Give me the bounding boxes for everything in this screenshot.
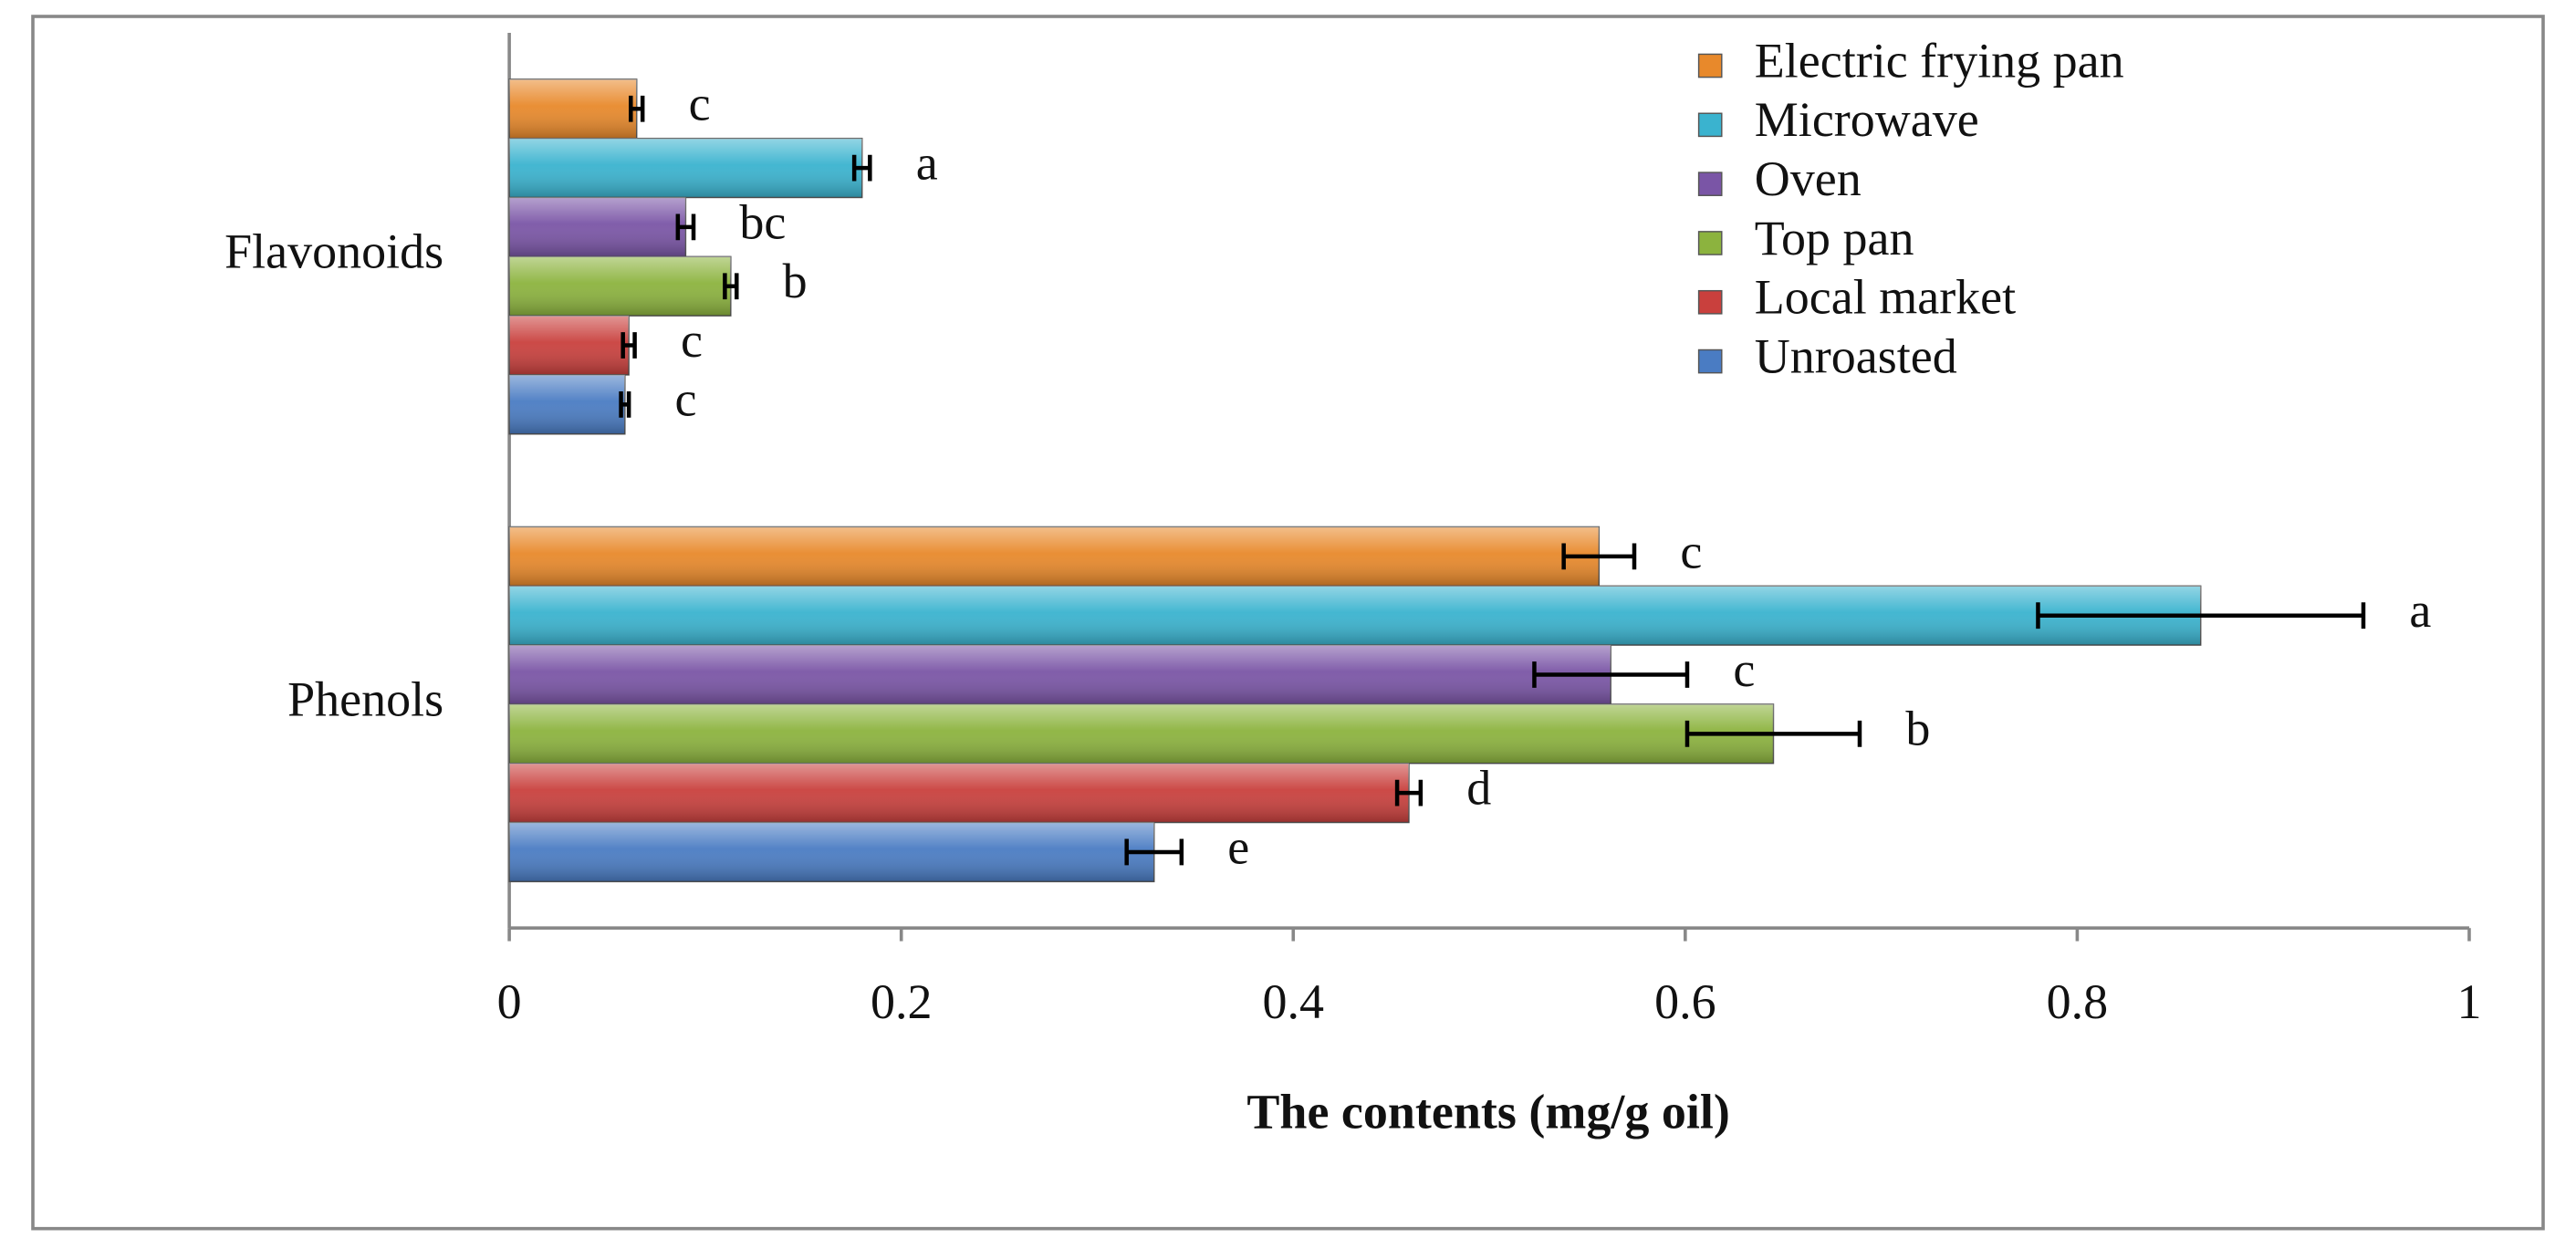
bar-gloss bbox=[509, 374, 625, 434]
x-tick-label: 0.8 bbox=[2047, 974, 2109, 1029]
error-bar bbox=[621, 332, 637, 359]
error-bar bbox=[851, 154, 872, 182]
x-tick-label: 1 bbox=[2456, 974, 2481, 1029]
error-bar bbox=[1684, 720, 1862, 747]
bar-gloss bbox=[509, 586, 2201, 646]
legend-label: Microwave bbox=[1755, 92, 1979, 147]
legend-label: Top pan bbox=[1755, 211, 1914, 265]
significance-label: c bbox=[1733, 642, 1755, 697]
error-bar bbox=[1124, 838, 1184, 866]
legend-swatch bbox=[1697, 231, 1723, 255]
legend-label: Electric frying pan bbox=[1755, 33, 2124, 88]
significance-label: c bbox=[1680, 524, 1702, 578]
bar-gloss bbox=[509, 645, 1611, 704]
error-bar bbox=[1561, 543, 1637, 570]
error-bar bbox=[629, 95, 645, 122]
legend-label: Local market bbox=[1755, 270, 2016, 325]
error-bar bbox=[1394, 779, 1424, 806]
significance-label: a bbox=[2409, 583, 2431, 638]
bar-gloss bbox=[509, 256, 731, 317]
error-bar bbox=[1532, 661, 1690, 688]
bar-gloss bbox=[509, 526, 1600, 587]
significance-label: c bbox=[681, 313, 703, 368]
significance-label: d bbox=[1466, 761, 1491, 816]
significance-label: c bbox=[675, 372, 697, 427]
legend-swatch bbox=[1697, 349, 1723, 374]
legend-swatch bbox=[1697, 289, 1723, 315]
legend-swatch bbox=[1697, 53, 1723, 78]
x-tick-label: 0 bbox=[497, 974, 522, 1029]
error-bar bbox=[2036, 602, 2366, 630]
x-tick-label: 0.4 bbox=[1263, 974, 1324, 1029]
bar-gloss bbox=[509, 703, 1774, 764]
legend-swatch bbox=[1697, 172, 1723, 196]
legend-swatch bbox=[1697, 112, 1723, 138]
x-tick-label: 0.6 bbox=[1654, 974, 1716, 1029]
x-tick-label: 0.2 bbox=[871, 974, 933, 1029]
error-bar bbox=[723, 273, 739, 300]
significance-label: a bbox=[916, 135, 938, 190]
significance-label: e bbox=[1227, 819, 1249, 874]
bar-gloss bbox=[509, 316, 630, 375]
legend-label: Unroasted bbox=[1755, 328, 1957, 383]
significance-label: b bbox=[783, 254, 808, 308]
significance-label: c bbox=[689, 77, 711, 131]
x-axis-label: The contents (mg/g oil) bbox=[1246, 1085, 1729, 1139]
bar-gloss bbox=[509, 138, 862, 198]
legend-label: Oven bbox=[1755, 151, 1862, 206]
significance-label: bc bbox=[739, 194, 786, 249]
bar-gloss bbox=[509, 197, 686, 257]
y-tick-label: Flavonoids bbox=[224, 224, 443, 279]
significance-label: b bbox=[1905, 702, 1930, 756]
bar-gloss bbox=[509, 78, 637, 139]
error-bar bbox=[675, 213, 696, 241]
y-tick-label: Phenols bbox=[287, 671, 443, 726]
error-bar bbox=[619, 390, 631, 418]
bar-gloss bbox=[509, 822, 1154, 882]
bar-gloss bbox=[509, 763, 1409, 823]
